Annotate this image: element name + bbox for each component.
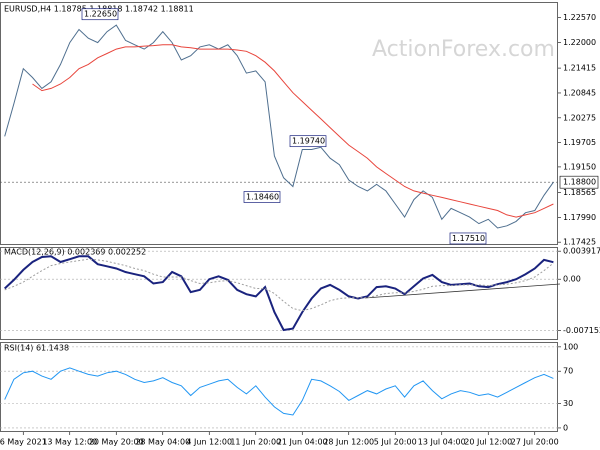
y-tick-label: 0.003917 [563,247,600,256]
annotation: 1.19740 [292,137,325,146]
y-tick-label: 1.19150 [563,162,596,171]
annotation: 1.22650 [84,10,117,19]
x-tick-label: 28 Jun 12:00 [323,438,374,447]
y-tick-label: 1.22000 [563,38,596,47]
x-tick-label: 5 Jul 20:00 [374,438,417,447]
y-tick-label: -0.007152 [563,326,600,335]
trend-line [364,283,561,299]
annotation: 1.18460 [246,193,279,202]
series-line [4,367,554,416]
price-label: 1.18800 [563,178,596,187]
macd-title: MACD(12,26,9) 0.002369 0.002252 [4,248,146,257]
series-line [4,255,554,332]
y-tick-label: 1.22570 [563,13,596,22]
y-tick-label: 1.20275 [563,113,596,122]
annotation: 1.17510 [452,234,485,243]
series-line [32,44,554,218]
y-tick-label: 1.17425 [563,238,596,247]
rsi-title: RSI(14) 61.1438 [4,344,69,353]
x-tick-label: 27 Jul 20:00 [511,438,559,447]
annotation-box [449,232,487,245]
x-tick-label: 21 Jun 04:00 [277,438,328,447]
series-line [4,24,554,229]
annotation-box [289,135,327,148]
y-tick-label: 1.17990 [563,213,596,222]
y-tick-label: 1.21415 [563,64,596,73]
rsi-panel [0,342,558,432]
y-tick-label: 1.18565 [563,188,596,197]
y-tick-label: 0.00 [563,275,581,284]
y-tick-label: 0 [563,423,568,432]
series-line [4,258,554,312]
y-tick-label: 30 [563,399,573,408]
watermark: ActionForex.com [372,37,555,62]
x-tick-label: 13 Jul 04:00 [418,438,466,447]
x-tick-label: 13 May 12:00 [42,438,97,447]
annotation-box [243,191,281,203]
price-label-box [559,175,599,189]
y-tick-label: 1.20845 [563,88,596,97]
x-tick-label: 20 May 20:00 [89,438,144,447]
price-panel [0,2,558,245]
x-tick-label: 6 May 2021 [0,438,47,447]
macd-panel [0,247,558,340]
x-tick-label: 28 May 04:00 [135,438,190,447]
x-tick-label: 20 Jul 12:00 [464,438,512,447]
y-tick-label: 70 [563,367,573,376]
x-tick-label: 4 Jun 12:00 [186,438,232,447]
annotation-box [81,8,119,21]
x-tick-label: 11 Jun 20:00 [230,438,281,447]
y-tick-label: 1.19705 [563,138,596,147]
y-tick-label: 100 [563,342,578,351]
